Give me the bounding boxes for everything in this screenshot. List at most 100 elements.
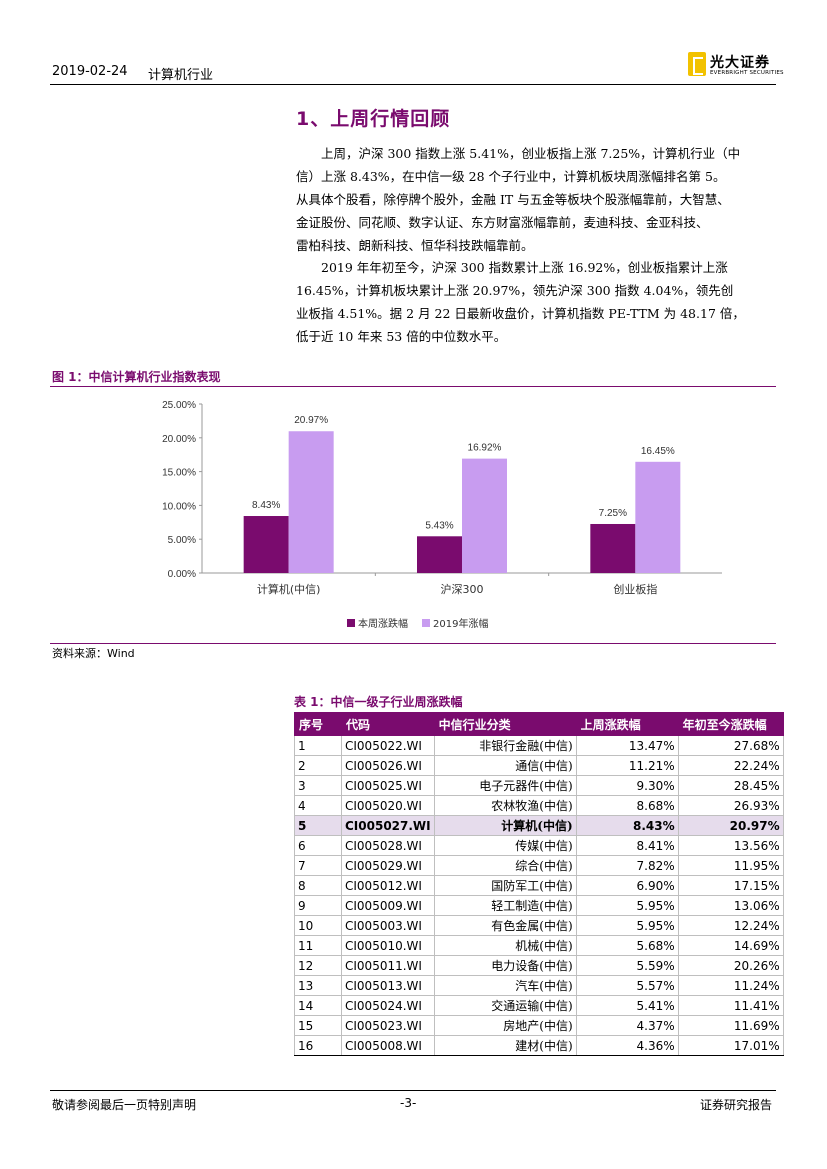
cell-ytd-change: 26.93% — [677, 795, 784, 816]
cell-no: 2 — [294, 755, 342, 776]
cell-ytd-change: 14.69% — [677, 935, 784, 956]
data-label: 20.97% — [294, 415, 328, 426]
index-performance-chart: 25.00% 20.00% 15.00% 10.00% 5.00% 0.00% 8.43% 2… — [162, 400, 722, 630]
cell-industry: 电力设备(中信) — [433, 955, 577, 976]
page-number: -3- — [400, 1096, 417, 1110]
cell-industry: 机械(中信) — [433, 935, 577, 956]
table-row: 9 CI005009.WI 轻工制造(中信) 5.95% 13.06% — [294, 895, 784, 916]
cell-code: CI005009.WI — [341, 895, 435, 916]
paragraph-line: 上周，沪深 300 指数上涨 5.41%，创业板指上涨 7.25%，计算机行业（… — [321, 146, 741, 161]
cell-ytd-change: 17.01% — [677, 1035, 784, 1056]
table-row: 5 CI005027.WI 计算机(中信) 8.43% 20.97% — [294, 815, 784, 836]
cell-ytd-change: 11.95% — [677, 855, 784, 876]
header-code: 代码 — [341, 712, 435, 736]
cell-weekly-change: 5.68% — [575, 935, 679, 956]
bar-weekly — [417, 536, 462, 573]
cell-weekly-change: 5.59% — [575, 955, 679, 976]
cell-code: CI005020.WI — [341, 795, 435, 816]
header-industry: 中信行业分类 — [433, 712, 577, 736]
table-row: 1 CI005022.WI 非银行金融(中信) 13.47% 27.68% — [294, 735, 784, 756]
data-label: 7.25% — [599, 508, 627, 519]
header-date: 2019-02-24 — [52, 64, 128, 79]
cell-ytd-change: 17.15% — [677, 875, 784, 896]
cell-industry: 轻工制造(中信) — [433, 895, 577, 916]
cell-industry: 有色金属(中信) — [433, 915, 577, 936]
cell-ytd-change: 11.24% — [677, 975, 784, 996]
table-row: 8 CI005012.WI 国防军工(中信) 6.90% 17.15% — [294, 875, 784, 896]
cell-ytd-change: 11.41% — [677, 995, 784, 1016]
data-label: 16.92% — [468, 443, 502, 454]
cell-code: CI005010.WI — [341, 935, 435, 956]
section-title: 1、上周行情回顾 — [296, 108, 451, 130]
cell-industry: 传媒(中信) — [433, 835, 577, 856]
y-tick-label: 20.00% — [162, 434, 196, 445]
paragraph-weekly-review: 上周，沪深 300 指数上涨 5.41%，创业板指上涨 7.25%，计算机行业（… — [296, 142, 776, 257]
table-row: 6 CI005028.WI 传媒(中信) 8.41% 13.56% — [294, 835, 784, 856]
data-label: 5.43% — [425, 520, 453, 531]
table-title: 表 1：中信一级子行业周涨跌幅 — [294, 695, 463, 709]
header-industry: 计算机行业 — [148, 68, 214, 83]
header-no: 序号 — [294, 712, 342, 736]
cell-no: 10 — [294, 915, 342, 936]
bar-weekly — [243, 516, 289, 573]
cell-weekly-change: 4.36% — [575, 1035, 679, 1056]
cell-industry: 房地产(中信) — [433, 1015, 577, 1036]
cell-industry: 建材(中信) — [433, 1035, 577, 1056]
cell-ytd-change: 20.26% — [677, 955, 784, 976]
bar-ytd — [635, 461, 681, 573]
table-row: 3 CI005025.WI 电子元器件(中信) 9.30% 28.45% — [294, 775, 784, 796]
table-row: 10 CI005003.WI 有色金属(中信) 5.95% 12.24% — [294, 915, 784, 936]
cell-code: CI005011.WI — [341, 955, 435, 976]
y-tick-label: 5.00% — [168, 535, 196, 546]
data-label: 16.45% — [641, 446, 675, 457]
paragraph-line: 16.45%，计算机板块累计上涨 20.97%，领先沪深 300 指数 4.04… — [296, 283, 734, 298]
y-tick-label: 15.00% — [162, 468, 196, 479]
table-row: 15 CI005023.WI 房地产(中信) 4.37% 11.69% — [294, 1015, 784, 1036]
x-tick-label: 计算机(中信) — [257, 582, 321, 596]
cell-no: 4 — [294, 795, 342, 816]
cell-no: 6 — [294, 835, 342, 856]
table-row: 16 CI005008.WI 建材(中信) 4.36% 17.01% — [294, 1035, 784, 1056]
paragraph-ytd-review: 2019 年年初至今，沪深 300 指数累计上涨 16.92%，创业板指累计上涨… — [296, 256, 776, 348]
cell-industry: 电子元器件(中信) — [433, 775, 577, 796]
cell-code: CI005012.WI — [341, 875, 435, 896]
cell-industry: 汽车(中信) — [433, 975, 577, 996]
header-ytd-change: 年初至今涨跌幅 — [677, 712, 784, 736]
cell-no: 7 — [294, 855, 342, 876]
cell-code: CI005025.WI — [341, 775, 435, 796]
cell-industry: 计算机(中信) — [433, 815, 577, 836]
cell-weekly-change: 8.68% — [575, 795, 679, 816]
cell-ytd-change: 22.24% — [677, 755, 784, 776]
y-tick-label: 0.00% — [168, 569, 196, 580]
paragraph-line: 雷柏科技、朗新科技、恒华科技跌幅靠前。 — [296, 238, 534, 253]
cell-weekly-change: 6.90% — [575, 875, 679, 896]
header-weekly-change: 上周涨跌幅 — [575, 712, 679, 736]
y-tick-label: 25.00% — [162, 400, 196, 411]
cell-weekly-change: 4.37% — [575, 1015, 679, 1036]
cell-no: 9 — [294, 895, 342, 916]
paragraph-line: 2019 年年初至今，沪深 300 指数累计上涨 16.92%，创业板指累计上涨 — [321, 260, 728, 275]
table-row: 11 CI005010.WI 机械(中信) 5.68% 14.69% — [294, 935, 784, 956]
logo-name-cn: 光大证券 — [710, 55, 770, 71]
cell-weekly-change: 7.82% — [575, 855, 679, 876]
paragraph-line: 信）上涨 8.43%，在中信一级 28 个子行业中，计算机板块周涨幅排名第 5。 — [296, 169, 726, 184]
cell-code: CI005022.WI — [341, 735, 435, 756]
cell-no: 12 — [294, 955, 342, 976]
cell-code: CI005026.WI — [341, 755, 435, 776]
cell-weekly-change: 11.21% — [575, 755, 679, 776]
logo-name-en: EVERBRIGHT SECURITIES — [710, 70, 784, 76]
table-row: 4 CI005020.WI 农林牧渔(中信) 8.68% 26.93% — [294, 795, 784, 816]
legend-swatch — [422, 619, 430, 627]
cell-weekly-change: 5.95% — [575, 915, 679, 936]
legend-swatch — [347, 619, 355, 627]
cell-weekly-change: 5.95% — [575, 895, 679, 916]
header-divider — [50, 84, 776, 85]
table-row: 2 CI005026.WI 通信(中信) 11.21% 22.24% — [294, 755, 784, 776]
figure-title: 图 1：中信计算机行业指数表现 — [52, 370, 221, 384]
cell-no: 5 — [294, 815, 342, 836]
cell-code: CI005008.WI — [341, 1035, 435, 1056]
cell-no: 11 — [294, 935, 342, 956]
cell-code: CI005013.WI — [341, 975, 435, 996]
legend-label: 本周涨跌幅 — [358, 617, 408, 630]
cell-weekly-change: 5.57% — [575, 975, 679, 996]
